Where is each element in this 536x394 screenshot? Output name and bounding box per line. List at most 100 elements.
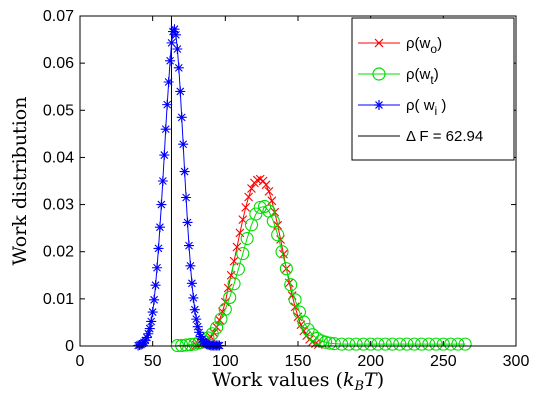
legend-marker-star [374,100,384,110]
data-point [356,337,370,351]
data-point [141,332,152,343]
legend-entry-wt: ρ(wt) [358,66,439,87]
data-point [197,334,208,345]
data-point [144,323,155,334]
x-tick-label: 300 [503,353,530,370]
data-point [266,214,280,228]
data-point [146,316,157,327]
data-point [162,99,173,110]
data-point [305,328,320,342]
y-tick-label: 0.07 [43,8,74,25]
data-point [156,199,167,210]
data-point [223,283,233,293]
x-tick-label: 250 [430,353,457,370]
data-point [157,176,168,186]
data-point [169,24,180,35]
data-point [319,335,333,349]
data-point [150,280,161,291]
data-point [186,278,197,289]
data-point [163,77,174,87]
data-point [154,222,165,233]
x-tick-label: 150 [285,353,312,370]
plot-frame [79,15,517,347]
data-point [179,166,190,177]
data-point [290,302,300,312]
data-point [247,184,256,193]
data-point [422,337,436,351]
legend-entry-wo: ρ(wo) [358,35,442,56]
ticks-layer: 0 50 100 150 200 250 300 0 0.01 0.02 0.03 0.04 0.05 0… [43,8,530,370]
data-point [407,337,421,351]
data-point [179,338,193,352]
data-point [327,337,341,351]
data-point [181,192,192,203]
series-wt [170,199,472,353]
data-point [378,337,392,351]
legend: ρ(wo) ρ(wt) ρ( wi ) Δ F = 62.94 [351,17,515,161]
data-point [238,215,248,225]
data-point [444,337,458,351]
y-tick-label: 0 [65,338,74,355]
data-point [191,314,202,325]
legend-marker-circle [372,67,386,81]
data-point [149,294,160,305]
data-point [264,186,274,196]
y-tick-label: 0.01 [43,291,74,308]
data-point [429,337,443,351]
data-point [458,337,472,351]
series-wi [133,24,225,351]
data-point [271,228,285,242]
data-point [279,262,293,276]
legend-marker-x [374,38,384,48]
data-point [218,302,232,316]
data-point [192,321,203,332]
data-point [183,338,198,352]
legend-entry-delta-f: Δ F = 62.94 [358,128,483,145]
data-point [194,327,205,338]
y-tick-label: 0.03 [43,197,74,214]
data-point [231,262,245,276]
legend-label-wi: ρ( wi ) [406,97,446,118]
data-point [451,337,465,351]
data-point [176,112,187,123]
data-point [241,203,251,212]
data-point [297,315,311,329]
legend-label-wo: ρ(wo) [406,35,442,56]
data-point [258,176,268,186]
data-point [301,322,315,337]
series-line-wt [177,205,466,346]
legend-label-wt: ρ(wt) [406,66,439,87]
y-tick-label: 0.04 [43,149,74,166]
data-point [371,337,385,351]
data-point [189,304,200,315]
x-tick-label: 200 [357,353,384,370]
series-layer [133,16,472,353]
data-point [236,247,250,261]
data-point [258,199,272,214]
data-point [288,293,302,307]
data-point [147,307,158,318]
data-point [284,278,298,292]
data-point [184,240,194,251]
data-point [436,337,450,351]
data-point [393,337,407,351]
data-point [188,292,199,303]
data-point [335,337,349,351]
data-point [152,262,163,273]
x-tick-label: 50 [144,353,162,370]
data-point [172,44,183,54]
data-point [232,242,242,252]
data-point [195,331,206,342]
y-tick-label: 0.06 [43,55,74,72]
data-point [160,124,171,135]
data-point [275,245,289,259]
data-point [385,337,400,351]
data-point [227,277,241,291]
x-axis-title: Work values (kBT) [212,369,384,394]
legend-label-delta-f: Δ F = 62.94 [406,128,483,145]
data-point [240,231,254,246]
data-point [140,335,151,346]
data-point [249,207,263,221]
data-point [170,29,181,40]
